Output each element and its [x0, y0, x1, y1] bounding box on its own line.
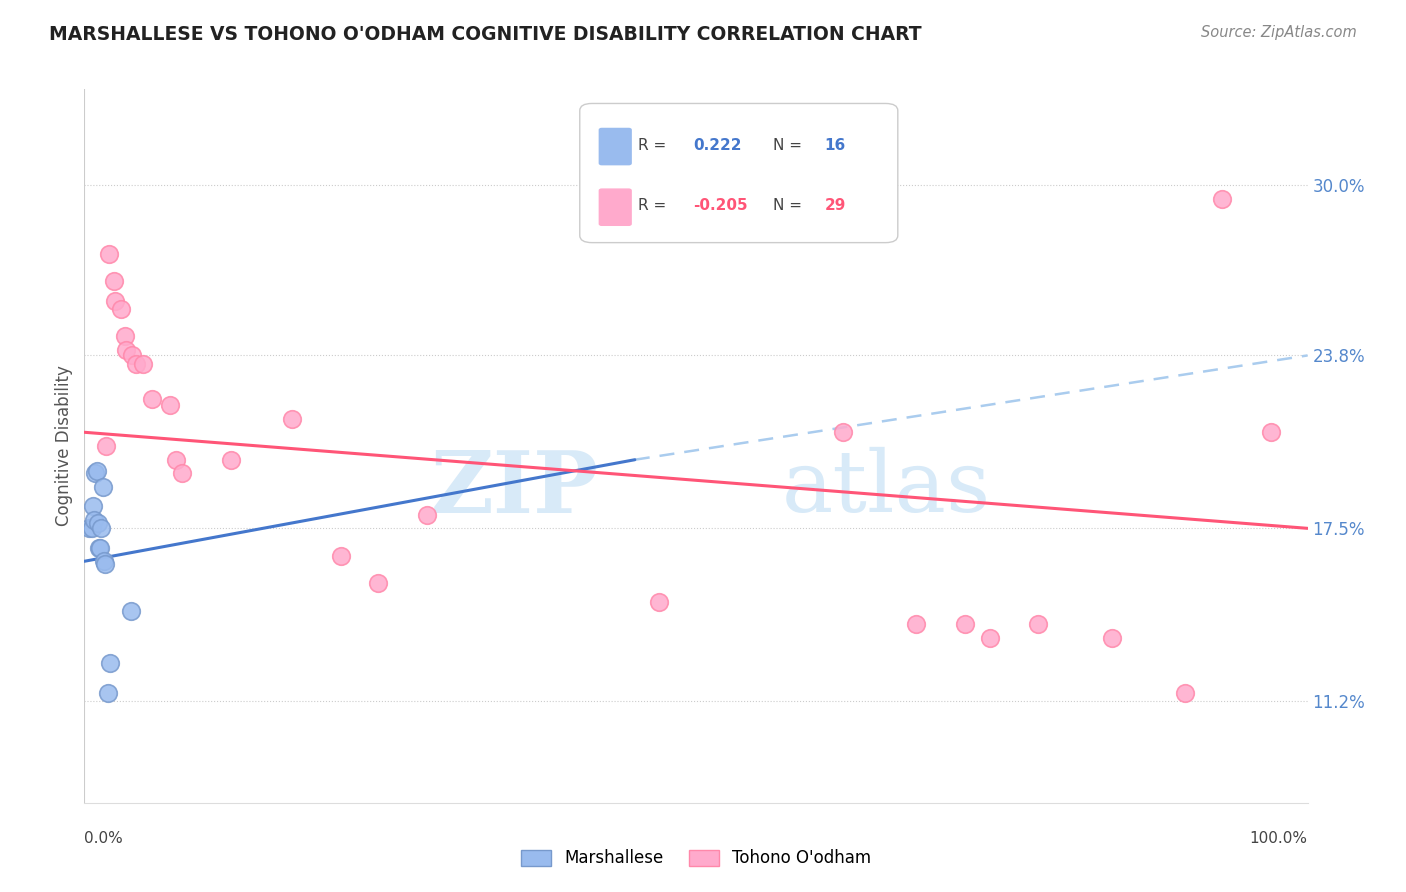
Point	[104, 293, 127, 308]
Point	[91, 480, 114, 494]
Point	[96, 439, 118, 453]
Point	[80, 521, 103, 535]
Text: 100.0%: 100.0%	[1250, 831, 1308, 847]
Text: MARSHALLESE VS TOHONO O'ODHAM COGNITIVE DISABILITY CORRELATION CHART: MARSHALLESE VS TOHONO O'ODHAM COGNITIVE …	[49, 25, 922, 44]
Point	[103, 274, 125, 288]
Text: -0.205: -0.205	[693, 198, 748, 213]
Point	[98, 656, 121, 670]
Point	[141, 392, 163, 407]
Point	[165, 452, 187, 467]
Text: N =: N =	[773, 198, 801, 213]
Point	[84, 467, 107, 481]
Point	[87, 541, 110, 555]
Point	[121, 348, 143, 362]
Point	[953, 617, 976, 632]
Point	[281, 411, 304, 425]
Point	[86, 464, 108, 478]
Point	[831, 425, 853, 440]
Point	[172, 467, 194, 481]
Point	[905, 617, 928, 632]
Y-axis label: Cognitive Disability: Cognitive Disability	[55, 366, 73, 526]
Text: Source: ZipAtlas.com: Source: ZipAtlas.com	[1201, 25, 1357, 40]
Point	[125, 357, 148, 371]
Point	[1174, 686, 1197, 700]
Point	[979, 631, 1001, 645]
Point	[83, 513, 105, 527]
Point	[330, 549, 353, 563]
Legend: Marshallese, Tohono O'odham: Marshallese, Tohono O'odham	[515, 843, 877, 874]
Point	[93, 554, 115, 568]
Point	[1211, 192, 1233, 206]
Point	[159, 398, 181, 412]
Text: 16: 16	[824, 137, 845, 153]
Point	[367, 576, 389, 591]
Text: 29: 29	[824, 198, 846, 213]
Point	[132, 357, 155, 371]
Point	[416, 508, 439, 522]
FancyBboxPatch shape	[599, 189, 631, 226]
Point	[120, 604, 142, 618]
Point	[1101, 631, 1123, 645]
Point	[648, 595, 671, 609]
Text: R =: R =	[638, 137, 666, 153]
Text: N =: N =	[773, 137, 801, 153]
FancyBboxPatch shape	[599, 128, 631, 165]
Point	[1260, 425, 1282, 440]
Text: ZIP: ZIP	[430, 447, 598, 531]
Point	[114, 329, 136, 343]
Point	[82, 500, 104, 514]
Text: 0.0%: 0.0%	[84, 831, 124, 847]
Point	[89, 541, 111, 555]
FancyBboxPatch shape	[579, 103, 898, 243]
Point	[94, 557, 117, 571]
Point	[77, 521, 100, 535]
Point	[110, 301, 132, 316]
Point	[1028, 617, 1050, 632]
Point	[87, 516, 110, 530]
Text: R =: R =	[638, 198, 666, 213]
Point	[90, 521, 112, 535]
Text: 0.222: 0.222	[693, 137, 742, 153]
Point	[97, 686, 120, 700]
Point	[219, 452, 242, 467]
Text: atlas: atlas	[782, 447, 991, 531]
Point	[115, 343, 138, 357]
Point	[97, 247, 120, 261]
